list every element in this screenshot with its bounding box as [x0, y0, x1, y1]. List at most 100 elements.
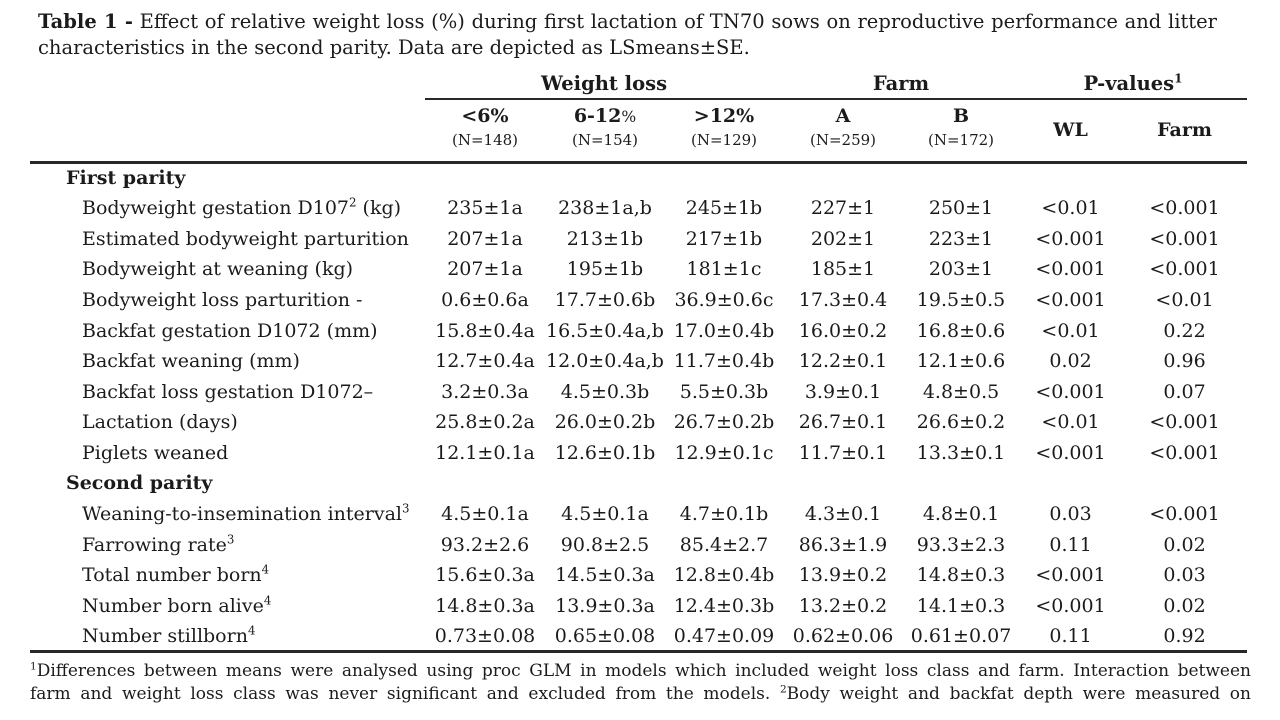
row-label: Lactation (days) — [82, 411, 238, 434]
cell-value: 93.2±2.6 — [440, 533, 530, 556]
group-label-pvalues: P-values — [1083, 72, 1175, 96]
table-row: Backfat gestation D1072 (mm) 15.8±0.4a 16.… — [30, 315, 1247, 346]
row-label: Bodyweight gestation D1072 (kg) — [82, 195, 402, 220]
cell-value: 185±1 — [810, 258, 876, 281]
column-header-pvalue-farm: Farm — [1122, 99, 1248, 164]
table-row: Total number born4 15.6±0.3a 14.5±0.3a 12.8… — [30, 560, 1247, 591]
cell-value: 19.5±0.5 — [916, 288, 1006, 311]
cell-value: 4.5±0.3b — [560, 380, 650, 403]
column-n-6to12: (N=154) — [571, 131, 639, 150]
cell-value: 12.1±0.6 — [916, 350, 1006, 373]
cell-value: <0.01 — [1155, 288, 1214, 311]
cell-value: 4.7±0.1b — [679, 503, 769, 526]
table-row: Bodyweight at weaning (kg) 207±1a 195±1b 18… — [30, 254, 1247, 285]
cell-value: 13.9±0.2 — [798, 564, 888, 587]
column-header-row: <6% (N=148) 6-12% (N=154) >12% (N=129) A… — [30, 99, 1248, 164]
row-label: Bodyweight at weaning (kg) — [82, 258, 354, 281]
column-header-wl-lt6: <6% (N=148) — [425, 99, 545, 164]
cell-value: 90.8±2.5 — [560, 533, 650, 556]
row-label: Number stillborn4 — [82, 623, 256, 647]
row-label: Number born alive4 — [82, 593, 272, 617]
cell-value: <0.001 — [1035, 258, 1106, 281]
cell-value: <0.001 — [1149, 258, 1220, 281]
cell-value: 0.73±0.08 — [434, 624, 536, 647]
cell-value: 3.9±0.1 — [804, 380, 882, 403]
footnote-line: 1Differences between means were analysed… — [30, 660, 1251, 682]
cell-value: <0.001 — [1035, 227, 1106, 250]
cell-value: <0.001 — [1149, 227, 1220, 250]
cell-value: <0.001 — [1149, 503, 1220, 526]
cell-value: 11.7±0.1 — [798, 441, 888, 464]
section-row: Second parity — [30, 468, 1247, 499]
row-label: Backfat weaning (mm) — [82, 350, 300, 373]
group-header-spacer — [30, 72, 425, 99]
cell-value: 12.2±0.1 — [798, 350, 888, 373]
column-label-pvalue-farm: Farm — [1157, 118, 1212, 141]
cell-value: 17.0±0.4b — [673, 319, 775, 342]
cell-value: 4.8±0.5 — [922, 380, 1000, 403]
group-label-farm: Farm — [872, 72, 930, 96]
table-row: Number born alive4 14.8±0.3a 13.9±0.3a 12.4… — [30, 591, 1247, 622]
cell-value: 17.3±0.4 — [798, 288, 888, 311]
column-header-farm-b: B (N=172) — [903, 99, 1020, 164]
cell-value: 207±1a — [447, 227, 523, 250]
cell-value: <0.001 — [1149, 411, 1220, 434]
column-label-6to12-pct: % — [621, 108, 637, 127]
cell-value: 0.03 — [1049, 503, 1092, 526]
table-row: Farrowing rate3 93.2±2.6 90.8±2.5 85.4±2.7 8… — [30, 529, 1247, 560]
cell-value: 250±1 — [928, 197, 994, 220]
cell-value: 238±1a,b — [558, 197, 652, 220]
cell-value: 0.61±0.07 — [910, 624, 1012, 647]
cell-value: 26.0±0.2b — [554, 411, 656, 434]
group-header-pvalues: P-values1 — [1019, 72, 1248, 101]
cell-value: 16.0±0.2 — [798, 319, 888, 342]
cell-value: 195±1b — [566, 258, 644, 281]
row-label: Backfat loss gestation D1072– — [82, 380, 374, 403]
cell-value: 213±1b — [566, 227, 644, 250]
cell-value: 0.03 — [1163, 564, 1206, 587]
table-row: Weaning-to-insemination interval3 4.5±0.1… — [30, 499, 1247, 530]
cell-value: 12.1±0.1a — [435, 441, 535, 464]
cell-value: 13.2±0.2 — [798, 594, 888, 617]
cell-value: 15.8±0.4a — [435, 319, 535, 342]
column-n-gt12: (N=129) — [690, 131, 758, 150]
table-title-line1: Table 1 - Effect of relative weight loss… — [38, 9, 1217, 35]
column-label-pvalue-wl: WL — [1053, 118, 1088, 141]
cell-value: 4.8±0.1 — [922, 503, 1000, 526]
cell-value: 12.7±0.4a — [435, 350, 535, 373]
column-label-6to12: 6-12 — [573, 105, 622, 128]
cell-value: 14.5±0.3a — [555, 564, 655, 587]
cell-value: 14.8±0.3 — [916, 564, 1006, 587]
cell-value: <0.001 — [1035, 441, 1106, 464]
cell-value: <0.01 — [1041, 319, 1100, 342]
table-title-text1: Effect of relative weight loss (%) durin… — [132, 10, 1217, 33]
cell-value: 217±1b — [685, 227, 763, 250]
table-row: Backfat loss gestation D1072– 3.2±0.3a 4.5… — [30, 376, 1247, 407]
cell-value: 5.5±0.3b — [679, 380, 769, 403]
cell-value: 0.11 — [1049, 533, 1092, 556]
row-label: Estimated bodyweight parturition — [82, 227, 409, 250]
results-table: Weight loss Farm P-values1 <6% (N=148) 6… — [30, 72, 1248, 654]
table-row: Bodyweight gestation D1072 (kg) 235±1a 238… — [30, 193, 1247, 224]
cell-value: 36.9±0.6c — [674, 288, 774, 311]
cell-value: 203±1 — [928, 258, 994, 281]
cell-value: 12.8±0.4b — [673, 564, 775, 587]
cell-value: 0.6±0.6a — [441, 288, 529, 311]
cell-value: 13.3±0.1 — [916, 441, 1006, 464]
table-row: Lactation (days) 25.8±0.2a 26.0±0.2b 26.7±0… — [30, 407, 1247, 438]
cell-value: 207±1a — [447, 258, 523, 281]
cell-value: 26.6±0.2 — [916, 411, 1006, 434]
cell-value: <0.01 — [1041, 411, 1100, 434]
cell-value: 15.6±0.3a — [435, 564, 535, 587]
column-header-pvalue-wl: WL — [1019, 99, 1123, 164]
cell-value: 245±1b — [685, 197, 763, 220]
cell-value: 12.4±0.3b — [673, 594, 775, 617]
cell-value: 26.7±0.1 — [798, 411, 888, 434]
cell-value: 235±1a — [447, 197, 523, 220]
table-row: Backfat weaning (mm) 12.7±0.4a 12.0±0.4a,b… — [30, 346, 1247, 377]
cell-value: 0.92 — [1163, 624, 1206, 647]
cell-value: 86.3±1.9 — [798, 533, 888, 556]
column-n-farm-b: (N=172) — [928, 131, 995, 150]
cell-value: 13.9±0.3a — [555, 594, 655, 617]
column-label-farm-b: B — [952, 105, 970, 128]
